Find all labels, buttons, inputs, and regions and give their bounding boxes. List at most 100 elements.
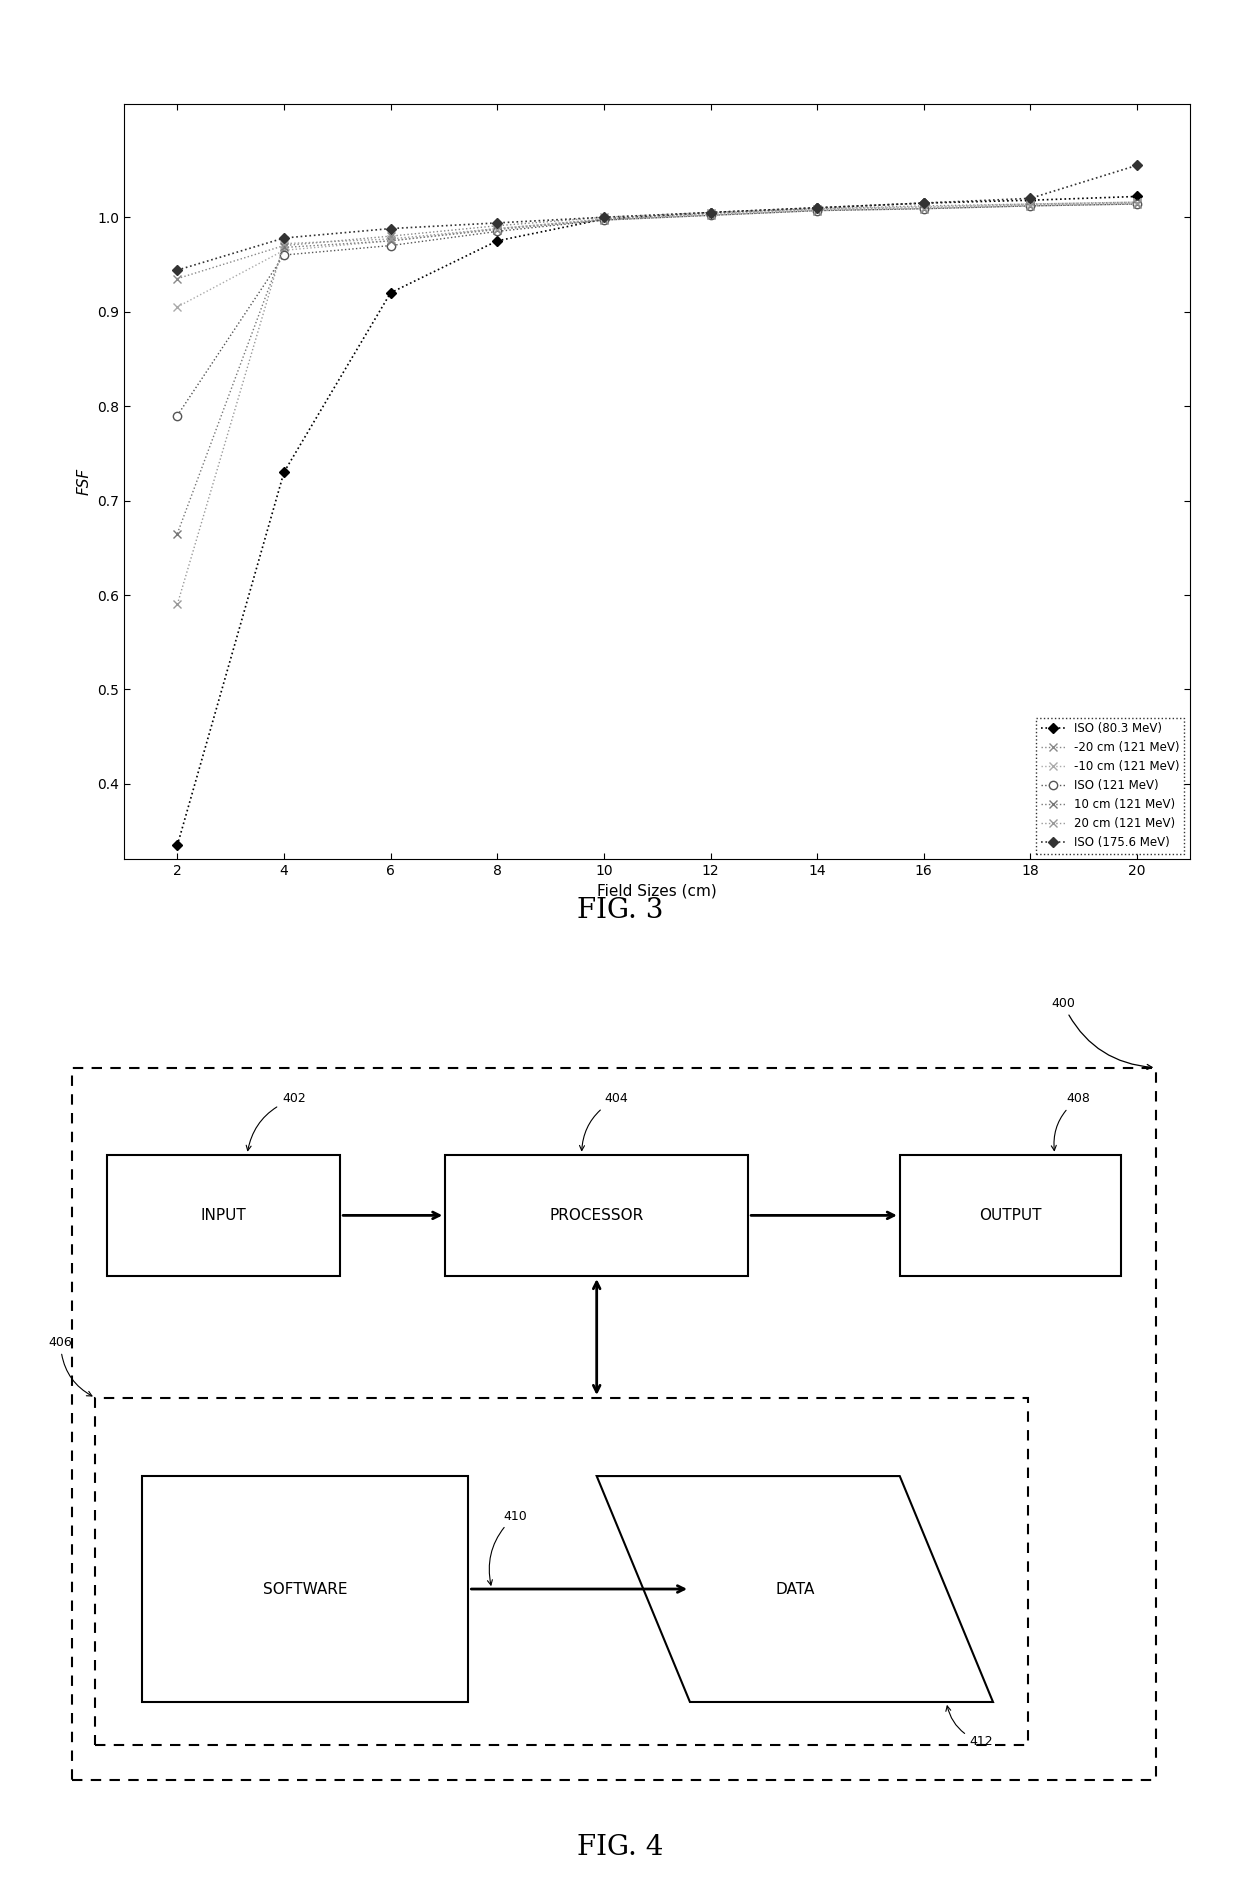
- 10 cm (121 MeV): [703, 204, 718, 227]
- ISO (175.6 MeV): [703, 202, 718, 225]
- Legend: ISO (80.3 MeV), -20 cm (121 MeV), -10 cm (121 MeV), ISO (121 MeV), 10 cm (121 Me: ISO (80.3 MeV), -20 cm (121 MeV), -10 cm…: [1037, 718, 1184, 854]
- X-axis label: Field Sizes (cm): Field Sizes (cm): [598, 884, 717, 899]
- 20 cm (121 MeV): [277, 232, 291, 255]
- 10 cm (121 MeV): [1130, 193, 1145, 215]
- Line: 20 cm (121 MeV): 20 cm (121 MeV): [174, 198, 1141, 608]
- 20 cm (121 MeV): [703, 204, 718, 227]
- 20 cm (121 MeV): [810, 198, 825, 221]
- ISO (121 MeV): [1130, 193, 1145, 215]
- Text: 408: 408: [1052, 1092, 1090, 1150]
- 10 cm (121 MeV): [490, 217, 505, 240]
- Bar: [72, 1067, 1156, 1779]
- 20 cm (121 MeV): [170, 593, 185, 616]
- ISO (121 MeV): [383, 234, 398, 257]
- Line: -10 cm (121 MeV): -10 cm (121 MeV): [174, 198, 1141, 312]
- Text: 410: 410: [487, 1509, 527, 1585]
- -10 cm (121 MeV): [277, 238, 291, 261]
- ISO (121 MeV): [1023, 195, 1038, 217]
- -10 cm (121 MeV): [596, 208, 611, 230]
- -20 cm (121 MeV): [1130, 191, 1145, 213]
- Bar: [445, 1154, 748, 1277]
- ISO (175.6 MeV): [383, 217, 398, 240]
- ISO (175.6 MeV): [1023, 187, 1038, 210]
- -10 cm (121 MeV): [810, 196, 825, 219]
- ISO (121 MeV): [703, 204, 718, 227]
- 20 cm (121 MeV): [383, 229, 398, 251]
- Text: 412: 412: [946, 1706, 993, 1749]
- Text: INPUT: INPUT: [201, 1207, 247, 1222]
- Bar: [95, 1398, 1028, 1745]
- ISO (121 MeV): [810, 200, 825, 223]
- 10 cm (121 MeV): [916, 196, 931, 219]
- Text: 400: 400: [1052, 997, 1152, 1069]
- ISO (80.3 MeV): [916, 193, 931, 215]
- ISO (80.3 MeV): [383, 281, 398, 304]
- 20 cm (121 MeV): [490, 217, 505, 240]
- ISO (80.3 MeV): [810, 196, 825, 219]
- Text: FIG. 3: FIG. 3: [577, 897, 663, 924]
- -10 cm (121 MeV): [916, 196, 931, 219]
- Text: SOFTWARE: SOFTWARE: [263, 1581, 347, 1596]
- -20 cm (121 MeV): [916, 195, 931, 217]
- Text: PROCESSOR: PROCESSOR: [549, 1207, 644, 1222]
- ISO (175.6 MeV): [1130, 153, 1145, 176]
- Text: FIG. 4: FIG. 4: [577, 1834, 663, 1861]
- 10 cm (121 MeV): [810, 200, 825, 223]
- Line: ISO (80.3 MeV): ISO (80.3 MeV): [174, 193, 1141, 848]
- -20 cm (121 MeV): [810, 196, 825, 219]
- -20 cm (121 MeV): [277, 234, 291, 257]
- -10 cm (121 MeV): [383, 229, 398, 251]
- -10 cm (121 MeV): [1130, 191, 1145, 213]
- Text: 402: 402: [247, 1092, 306, 1150]
- -20 cm (121 MeV): [1023, 193, 1038, 215]
- Y-axis label: FSF: FSF: [77, 468, 92, 495]
- ISO (121 MeV): [277, 244, 291, 266]
- ISO (80.3 MeV): [1130, 185, 1145, 208]
- ISO (175.6 MeV): [277, 227, 291, 249]
- -10 cm (121 MeV): [170, 295, 185, 317]
- ISO (80.3 MeV): [703, 202, 718, 225]
- -20 cm (121 MeV): [490, 213, 505, 236]
- Text: DATA: DATA: [775, 1581, 815, 1596]
- ISO (80.3 MeV): [596, 208, 611, 230]
- 20 cm (121 MeV): [596, 208, 611, 230]
- ISO (175.6 MeV): [596, 206, 611, 229]
- Bar: [107, 1154, 340, 1277]
- -10 cm (121 MeV): [703, 202, 718, 225]
- -20 cm (121 MeV): [383, 225, 398, 247]
- -10 cm (121 MeV): [490, 217, 505, 240]
- Line: -20 cm (121 MeV): -20 cm (121 MeV): [174, 198, 1141, 283]
- -10 cm (121 MeV): [1023, 193, 1038, 215]
- 20 cm (121 MeV): [916, 196, 931, 219]
- ISO (80.3 MeV): [1023, 189, 1038, 212]
- -20 cm (121 MeV): [703, 202, 718, 225]
- ISO (121 MeV): [490, 221, 505, 244]
- 20 cm (121 MeV): [1130, 193, 1145, 215]
- ISO (175.6 MeV): [810, 196, 825, 219]
- Polygon shape: [596, 1475, 993, 1702]
- ISO (121 MeV): [596, 208, 611, 230]
- ISO (121 MeV): [916, 196, 931, 219]
- Line: 10 cm (121 MeV): 10 cm (121 MeV): [174, 200, 1141, 538]
- ISO (80.3 MeV): [170, 833, 185, 856]
- ISO (80.3 MeV): [277, 461, 291, 484]
- ISO (121 MeV): [170, 404, 185, 427]
- ISO (175.6 MeV): [170, 259, 185, 281]
- Line: ISO (121 MeV): ISO (121 MeV): [174, 200, 1141, 419]
- Bar: [143, 1475, 469, 1702]
- 20 cm (121 MeV): [1023, 195, 1038, 217]
- 10 cm (121 MeV): [1023, 195, 1038, 217]
- -20 cm (121 MeV): [170, 266, 185, 289]
- ISO (175.6 MeV): [916, 193, 931, 215]
- Text: 404: 404: [579, 1092, 629, 1150]
- -20 cm (121 MeV): [596, 206, 611, 229]
- ISO (175.6 MeV): [490, 212, 505, 234]
- 10 cm (121 MeV): [596, 208, 611, 230]
- Bar: [900, 1154, 1121, 1277]
- 10 cm (121 MeV): [383, 229, 398, 251]
- 10 cm (121 MeV): [277, 236, 291, 259]
- Text: 406: 406: [48, 1336, 92, 1396]
- ISO (80.3 MeV): [490, 229, 505, 251]
- 10 cm (121 MeV): [170, 521, 185, 544]
- Line: ISO (175.6 MeV): ISO (175.6 MeV): [174, 162, 1141, 274]
